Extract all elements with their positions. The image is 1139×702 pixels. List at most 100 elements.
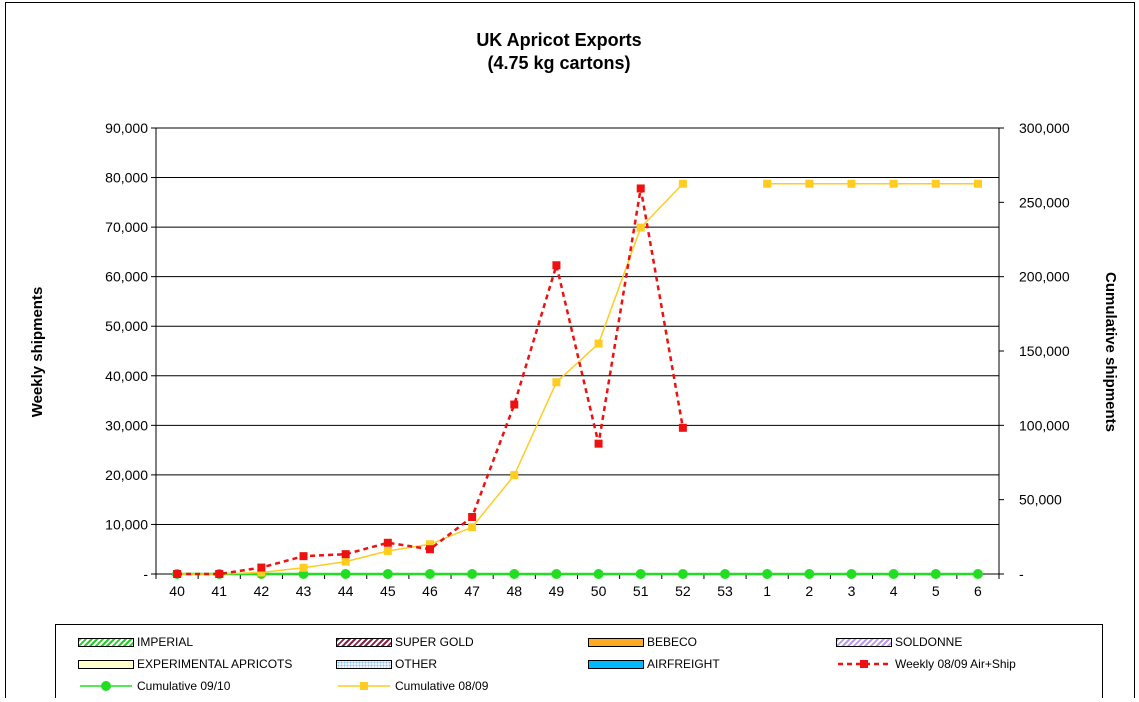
data-point xyxy=(257,568,266,577)
data-point xyxy=(889,179,898,188)
legend-item: IMPERIAL xyxy=(78,633,193,651)
legend-item: AIRFREIGHT xyxy=(588,655,720,673)
data-point xyxy=(552,378,561,387)
x-tick-label: 47 xyxy=(464,583,480,599)
data-point xyxy=(931,179,940,188)
data-point xyxy=(678,423,687,432)
x-tick-label: 6 xyxy=(974,583,982,599)
legend-swatch xyxy=(336,637,392,647)
x-tick-label: 51 xyxy=(633,583,649,599)
data-point xyxy=(510,400,519,409)
x-tick-label: 49 xyxy=(549,583,565,599)
y-tick-label: 50,000 xyxy=(105,318,148,334)
data-point xyxy=(382,569,393,579)
data-point xyxy=(552,261,561,270)
data-point xyxy=(678,179,687,188)
data-point xyxy=(551,569,562,579)
x-tick-label: 2 xyxy=(805,583,813,599)
data-point xyxy=(467,569,478,579)
series-line xyxy=(177,188,685,576)
data-point xyxy=(341,557,350,566)
x-tick-label: 46 xyxy=(422,583,438,599)
legend-swatch xyxy=(588,659,644,669)
y2-tick-label: 50,000 xyxy=(1019,492,1062,508)
legend-swatch xyxy=(78,659,134,669)
x-tick-label: 1 xyxy=(763,583,771,599)
legend-label: AIRFREIGHT xyxy=(647,657,720,671)
x-tick-label: 50 xyxy=(591,583,607,599)
legend-label: SOLDONNE xyxy=(895,635,963,649)
data-point xyxy=(930,569,941,579)
data-point xyxy=(341,550,350,559)
chart-svg: UK Apricot Exports (4.75 kg cartons) Wee… xyxy=(29,30,1119,599)
x-tick-label: 42 xyxy=(254,583,270,599)
x-tick-label: 44 xyxy=(338,583,354,599)
data-point xyxy=(340,569,351,579)
data-point xyxy=(383,538,392,547)
y-tick-label: 70,000 xyxy=(105,219,148,235)
data-point xyxy=(763,179,772,188)
legend-item: BEBECO xyxy=(588,633,697,651)
legend-item: Cumulative 08/09 xyxy=(336,677,488,695)
data-point xyxy=(720,569,731,579)
data-point xyxy=(805,179,814,188)
legend-label: OTHER xyxy=(395,657,437,671)
data-point xyxy=(299,552,308,561)
data-point xyxy=(804,569,815,579)
data-point xyxy=(635,569,646,579)
legend-label: Cumulative 08/09 xyxy=(395,679,489,693)
legend: IMPERIAL SUPER GOLD BEBECO SOLDONNE EXPERIME… xyxy=(55,624,1103,698)
data-point xyxy=(636,184,645,193)
legend-item: EXPERIMENTAL APRICOTS xyxy=(78,655,292,673)
x-tick-label: 52 xyxy=(675,583,691,599)
legend-item: OTHER xyxy=(336,655,437,673)
legend-swatch xyxy=(836,637,892,647)
data-point xyxy=(468,523,477,532)
data-point xyxy=(215,570,224,578)
y2-tick-label: - xyxy=(1019,566,1024,582)
y2-tick-label: 150,000 xyxy=(1019,343,1070,359)
data-point xyxy=(594,439,603,448)
data-point xyxy=(846,569,857,579)
x-tick-label: 43 xyxy=(296,583,312,599)
x-tick-label: 41 xyxy=(211,583,227,599)
legend-item: SOLDONNE xyxy=(836,633,962,651)
data-point xyxy=(509,569,520,579)
legend-label: IMPERIAL xyxy=(137,635,194,649)
y2-tick-label: 300,000 xyxy=(1019,120,1070,136)
data-point xyxy=(257,563,266,572)
x-tick-label: 45 xyxy=(380,583,396,599)
legend-swatch xyxy=(78,637,134,647)
y-axis-title: Weekly shipments xyxy=(29,287,46,418)
data-point xyxy=(762,569,773,579)
y-tick-label: 20,000 xyxy=(105,467,148,483)
data-point xyxy=(593,569,604,579)
data-point xyxy=(847,179,856,188)
y-tick-label: 10,000 xyxy=(105,516,148,532)
data-point xyxy=(425,540,434,549)
legend-item: Cumulative 09/10 xyxy=(78,677,230,695)
data-point xyxy=(972,569,983,579)
y-tick-label: 90,000 xyxy=(105,120,148,136)
data-point xyxy=(173,570,182,578)
data-point xyxy=(510,471,519,480)
legend-label: Cumulative 09/10 xyxy=(137,679,231,693)
legend-swatch xyxy=(838,660,890,668)
chart-frame: UK Apricot Exports (4.75 kg cartons) Wee… xyxy=(5,2,1135,698)
data-point xyxy=(425,545,434,554)
legend-swatch xyxy=(588,637,644,647)
data-point xyxy=(636,223,645,232)
data-point xyxy=(973,179,982,188)
data-point xyxy=(677,569,688,579)
data-point xyxy=(888,569,899,579)
y-tick-label: 30,000 xyxy=(105,417,148,433)
x-tick-label: 4 xyxy=(890,583,898,599)
legend-swatch xyxy=(338,682,390,690)
y2-tick-label: 200,000 xyxy=(1019,269,1070,285)
data-point xyxy=(424,569,435,579)
x-tick-label: 40 xyxy=(169,583,185,599)
y-tick-label: - xyxy=(143,566,148,582)
legend-swatch xyxy=(80,681,132,691)
chart-title: UK Apricot Exports xyxy=(476,30,641,50)
x-tick-label: 48 xyxy=(506,583,522,599)
